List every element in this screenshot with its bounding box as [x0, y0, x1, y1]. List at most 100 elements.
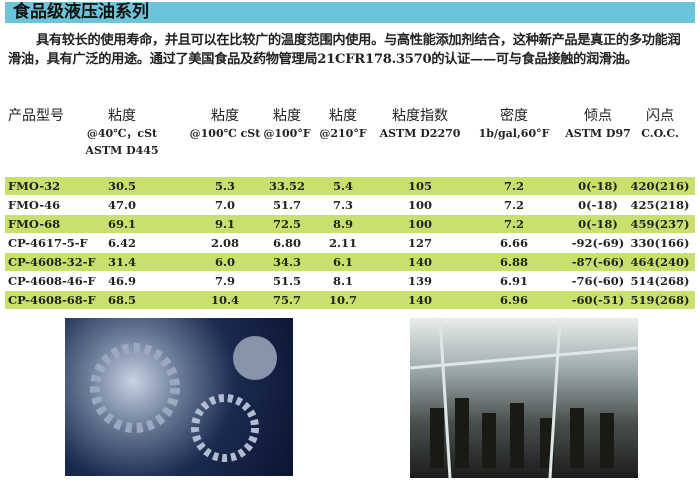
header-line: ASTM D97 — [565, 127, 631, 140]
table-cell: 51.7 — [272, 198, 301, 212]
table-cell: 420(216) — [630, 179, 690, 193]
header-line: 倾点 — [584, 108, 612, 124]
table-cell: 10.4 — [210, 293, 239, 307]
table-cell: 100 — [407, 217, 432, 231]
table-cell: -60(-51) — [571, 293, 625, 307]
table-cell: 6.88 — [499, 255, 528, 269]
table-cell: 7.0 — [214, 198, 235, 212]
table-cell: 46.9 — [107, 274, 136, 288]
table-row: CP-4617-5-F 6.42 2.08 6.80 2.11 127 6.66 -92(-6… — [5, 234, 695, 252]
product-model: CP-4608-32-F — [8, 255, 96, 269]
table-cell: 5.4 — [332, 179, 353, 193]
bottles-icon — [409, 317, 639, 479]
table-cell: 6.0 — [214, 255, 235, 269]
page-title: 食品级液压油系列 — [13, 2, 149, 22]
table-row: FMO-46 47.0 7.0 51.7 7.3 100 7.2 0(-18) 425(218) — [5, 196, 695, 214]
product-model: CP-4608-68-F — [8, 293, 96, 307]
table-cell: 2.08 — [210, 236, 239, 250]
table-cell: 72.5 — [272, 217, 301, 231]
table-row: CP-4608-46-F 46.9 7.9 51.5 8.1 139 6.91 -76(-60… — [5, 272, 695, 290]
product-model: FMO-68 — [8, 217, 61, 231]
table-cell: 459(237) — [630, 217, 690, 231]
table-cell: 75.7 — [272, 293, 301, 307]
column-header: 粘度 @100°F — [227, 108, 347, 142]
header-line: @40℃，cSt — [86, 127, 158, 140]
header-line: 粘度指数 — [392, 108, 448, 124]
table-cell: 9.1 — [214, 217, 235, 231]
column-header: 密度 1b/gal,60°F — [454, 108, 574, 142]
table-cell: 34.3 — [272, 255, 301, 269]
header-line: @210°F — [319, 127, 367, 140]
table-cell: -76(-60) — [571, 274, 625, 288]
table-cell: 2.11 — [328, 236, 357, 250]
header-line: ASTM D445 — [85, 144, 159, 157]
gears-image — [65, 318, 293, 476]
table-cell: 33.52 — [268, 179, 305, 193]
table-cell: 69.1 — [107, 217, 136, 231]
table-cell: 51.5 — [272, 274, 301, 288]
table-cell: -87(-66) — [571, 255, 625, 269]
table-cell: 6.66 — [499, 236, 528, 250]
table-cell: 519(268) — [630, 293, 690, 307]
table-cell: 105 — [407, 179, 432, 193]
column-header: 粘度指数 ASTM D2270 — [360, 108, 480, 142]
table-cell: 464(240) — [630, 255, 690, 269]
product-model: CP-4608-46-F — [8, 274, 96, 288]
title-bar: 食品级液压油系列 — [5, 2, 695, 23]
table-cell: 10.7 — [328, 293, 357, 307]
column-header: 闪点 C.O.C. — [600, 108, 700, 142]
table-cell: 330(166) — [630, 236, 690, 250]
product-model: FMO-46 — [8, 198, 61, 212]
table-cell: 7.3 — [332, 198, 353, 212]
table-cell: -92(-69) — [571, 236, 625, 250]
header-line: 产品型号 — [8, 108, 64, 124]
table-cell: 7.2 — [503, 179, 524, 193]
header-line: 粘度 — [211, 108, 239, 124]
table-cell: 425(218) — [630, 198, 690, 212]
header-line: C.O.C. — [641, 127, 679, 140]
table-cell: 6.1 — [332, 255, 353, 269]
table-cell: 5.3 — [214, 179, 235, 193]
table-cell: 100 — [407, 198, 432, 212]
column-header: 粘度 @40℃，cSt ASTM D445 — [62, 108, 182, 159]
header-line: @100℃ cSt — [189, 127, 261, 140]
table-row: FMO-32 30.5 5.3 33.52 5.4 105 7.2 0(-18) 420(216… — [5, 177, 695, 195]
table-cell: 30.5 — [107, 179, 136, 193]
table-cell: 8.1 — [332, 274, 353, 288]
header-line: 1b/gal,60°F — [478, 127, 550, 140]
column-header: 粘度 @100℃ cSt — [165, 108, 285, 142]
header-line: 粘度 — [273, 108, 301, 124]
table-cell: 0(-18) — [578, 198, 618, 212]
table-cell: 127 — [407, 236, 432, 250]
header-line: 闪点 — [646, 108, 674, 124]
table-cell: 8.9 — [332, 217, 353, 231]
table-cell: 31.4 — [107, 255, 136, 269]
product-model: CP-4617-5-F — [8, 236, 88, 250]
intro-paragraph: 具有较长的使用寿命，并且可以在比较广的温度范围内使用。与高性能添加剂结合，这种新… — [8, 33, 681, 67]
header-line: 密度 — [500, 108, 528, 124]
table-cell: 68.5 — [107, 293, 136, 307]
header-line: ASTM D2270 — [379, 127, 461, 140]
table-cell: 7.2 — [503, 217, 524, 231]
table-cell: 0(-18) — [578, 217, 618, 231]
table-cell: 7.9 — [214, 274, 235, 288]
gear-icon — [90, 336, 277, 462]
header-line: @100°F — [263, 127, 311, 140]
column-header: 粘度 @210°F — [283, 108, 403, 142]
table-cell: 0(-18) — [578, 179, 618, 193]
table-cell: 7.2 — [503, 198, 524, 212]
column-header: 产品型号 — [8, 108, 64, 125]
table-cell: 6.96 — [499, 293, 528, 307]
table-cell: 6.42 — [107, 236, 136, 250]
table-cell: 6.91 — [499, 274, 528, 288]
column-header: 倾点 ASTM D97 — [538, 108, 658, 142]
table-row: CP-4608-32-F 31.4 6.0 34.3 6.1 140 6.88 -87(-66… — [5, 253, 695, 271]
header-line: 粘度 — [329, 108, 357, 124]
table-row: FMO-68 69.1 9.1 72.5 8.9 100 7.2 0(-18) 459(237) — [5, 215, 695, 233]
product-model: FMO-32 — [8, 179, 61, 193]
table-row: CP-4608-68-F 68.5 10.4 75.7 10.7 140 6.96 -60(-… — [5, 291, 695, 309]
table-cell: 139 — [407, 274, 432, 288]
table-cell: 47.0 — [107, 198, 136, 212]
header-line: 粘度 — [108, 108, 136, 124]
table-cell: 514(268) — [630, 274, 690, 288]
